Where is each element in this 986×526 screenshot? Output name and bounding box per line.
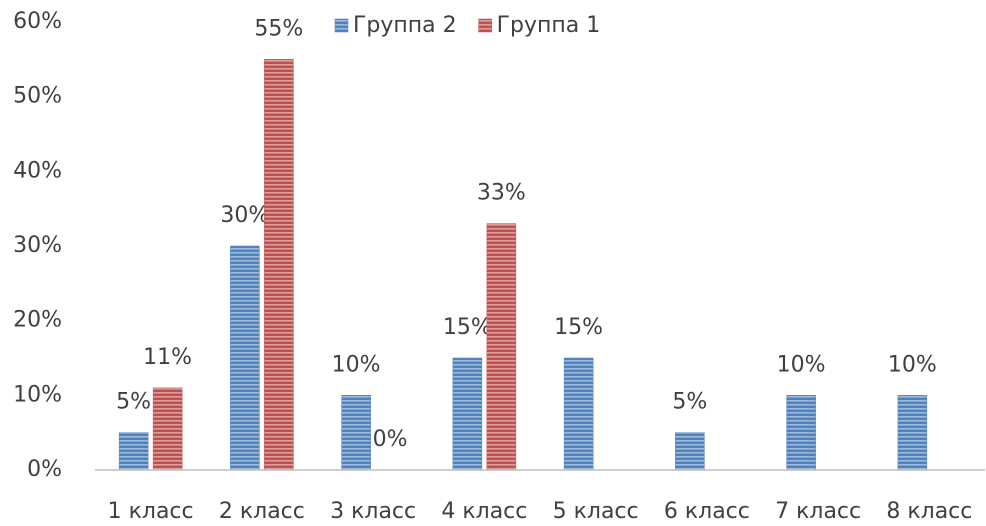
data-label: 11% — [143, 345, 192, 370]
x-tick-label: 5 класс — [553, 499, 639, 524]
bar — [486, 223, 517, 471]
x-tick-label: 1 класс — [108, 499, 194, 524]
y-tick-label: 0% — [27, 457, 62, 482]
data-label: 10% — [888, 352, 937, 377]
x-tick-label: 4 класс — [441, 499, 527, 524]
data-label: 55% — [254, 16, 303, 41]
data-label: 30% — [220, 203, 269, 228]
bar — [341, 395, 371, 471]
bar — [786, 395, 816, 471]
data-label: 15% — [554, 315, 603, 340]
legend-swatch — [334, 18, 349, 33]
legend-swatch — [478, 18, 492, 33]
bar — [118, 432, 149, 471]
x-tick-label: 2 класс — [219, 499, 305, 524]
x-tick-label: 8 класс — [886, 499, 972, 524]
y-tick-label: 20% — [13, 308, 62, 333]
bar — [264, 59, 294, 471]
y-tick-label: 10% — [13, 382, 62, 407]
data-label: 0% — [373, 427, 408, 452]
bar — [230, 245, 260, 471]
data-label: 10% — [332, 352, 381, 377]
bar — [675, 432, 705, 471]
data-label: 15% — [443, 315, 492, 340]
y-tick-label: 50% — [13, 84, 62, 109]
bar — [897, 395, 928, 471]
x-tick-label: 6 класс — [664, 499, 750, 524]
bar — [563, 357, 594, 471]
data-label: 5% — [672, 390, 707, 415]
legend-label: Группа 1 — [497, 13, 601, 38]
x-tick-label: 3 класс — [330, 499, 416, 524]
y-tick-label: 30% — [13, 233, 62, 258]
bar — [452, 357, 483, 471]
data-label: 33% — [477, 181, 526, 206]
x-tick-label: 7 класс — [775, 499, 861, 524]
bar — [152, 387, 183, 471]
y-tick-label: 60% — [13, 9, 62, 34]
legend-label: Группа 2 — [353, 13, 457, 38]
data-label: 5% — [116, 390, 151, 415]
y-tick-label: 40% — [13, 158, 62, 183]
data-label: 10% — [777, 352, 826, 377]
